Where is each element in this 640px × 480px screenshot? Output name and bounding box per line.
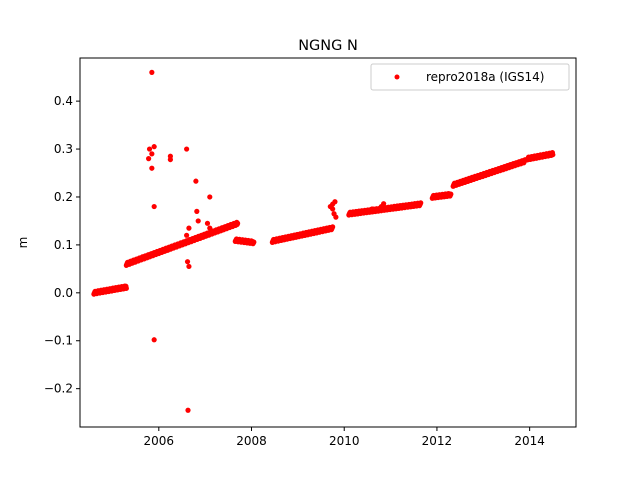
data-point	[197, 235, 204, 241]
data-point	[184, 259, 191, 265]
data-point	[333, 214, 339, 220]
data-point	[330, 224, 336, 230]
legend: repro2018a (IGS14)	[370, 63, 570, 91]
y-tick-label: 0.1	[54, 238, 73, 252]
y-tick-label: −0.2	[44, 382, 73, 396]
x-tick-label: 2014	[514, 434, 545, 448]
x-tick-label: 2006	[144, 434, 175, 448]
data-point	[193, 178, 199, 184]
data-point	[207, 225, 213, 231]
data-point	[207, 194, 213, 200]
y-tick-label: 0.0	[54, 286, 73, 300]
data-point	[123, 285, 129, 291]
data-point	[149, 151, 155, 157]
data-point	[550, 152, 556, 158]
data-point	[151, 144, 157, 150]
data-point	[186, 263, 192, 270]
x-tick-label: 2012	[422, 434, 453, 448]
data-point	[235, 220, 241, 226]
data-point	[251, 239, 257, 245]
data-points-layer	[91, 69, 556, 413]
data-point	[330, 206, 336, 212]
data-point	[204, 220, 211, 226]
data-point	[146, 146, 153, 152]
data-point	[149, 165, 155, 171]
data-point	[184, 232, 190, 238]
y-axis-label: m	[16, 237, 30, 249]
data-point	[151, 337, 157, 343]
y-tick-label: 0.2	[54, 190, 73, 204]
legend-marker-icon	[394, 74, 400, 80]
data-point	[332, 199, 338, 205]
data-point	[151, 203, 157, 210]
legend-entry-label: repro2018a (IGS14)	[426, 70, 544, 84]
data-point	[146, 156, 152, 162]
data-point	[195, 218, 201, 224]
data-point	[448, 191, 454, 197]
data-point	[185, 407, 191, 413]
data-point	[381, 201, 387, 207]
data-point	[167, 156, 173, 163]
data-point	[194, 208, 200, 214]
x-axis-ticks: 2006 2008 2010 2012 2014	[144, 427, 545, 448]
y-tick-label: 0.3	[54, 142, 73, 156]
data-point	[186, 225, 192, 231]
plot-area-frame	[79, 57, 577, 428]
data-point	[418, 200, 424, 206]
y-tick-label: 0.4	[54, 94, 73, 108]
data-point	[184, 146, 190, 152]
data-point	[149, 69, 155, 75]
legend-box	[370, 63, 570, 91]
x-tick-label: 2010	[329, 434, 360, 448]
data-point	[369, 206, 375, 212]
y-tick-label: −0.1	[44, 334, 73, 348]
x-tick-label: 2008	[236, 434, 267, 448]
y-axis-ticks: −0.2 −0.1 0.0 0.1 0.2 0.3 0.4	[44, 94, 80, 396]
chart-title: NGNG N	[298, 38, 358, 54]
